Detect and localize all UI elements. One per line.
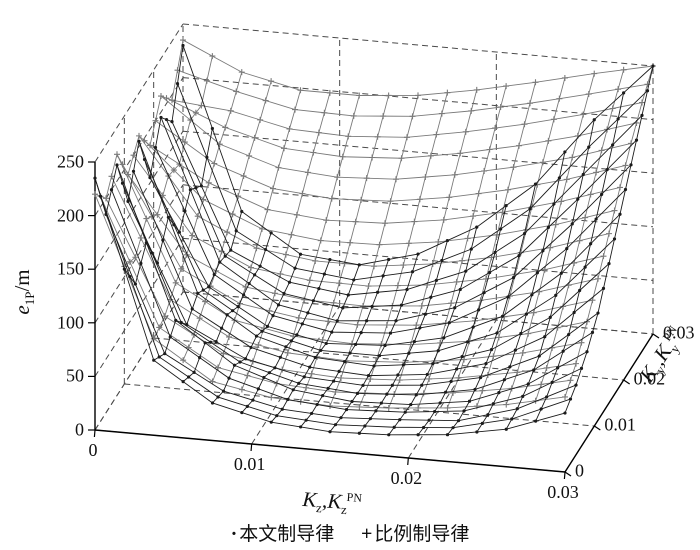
y-tick-label: 0.02 (633, 368, 666, 389)
y-tick-label: 0 (575, 460, 584, 481)
z-axis-unit: /m (9, 269, 34, 292)
dot-marker-icon: · (230, 523, 238, 545)
z-tick-label: 250 (57, 151, 84, 172)
x-tick-label: 0 (88, 440, 98, 460)
z-axis-label: e1P/m (10, 269, 38, 314)
x-tick-label: 0.03 (547, 482, 579, 502)
plus-marker-icon: + (361, 523, 373, 545)
x-axis-label: Kz,KzPN (301, 487, 363, 519)
z-axis-sub: 1P (22, 291, 38, 306)
legend-item-pn: + 比例制导律 (361, 523, 470, 545)
y-tick-label: 0.01 (604, 414, 636, 435)
z-tick-label: 50 (66, 365, 84, 386)
z-tick-label: 200 (57, 205, 84, 226)
z-tick-label: 0 (75, 419, 84, 440)
x-tick-label: 0.01 (233, 454, 266, 474)
legend-item-proposed: · 本文制导律 (230, 523, 335, 545)
legend: · 本文制导律 + 比例制导律 (0, 519, 700, 546)
z-axis-var: e (9, 305, 34, 315)
x-tick-label: 0.02 (390, 468, 423, 488)
legend-label-proposed: 本文制导律 (239, 524, 335, 545)
legend-label-pn: 比例制导律 (374, 524, 470, 545)
x-axis-sup2: PN (346, 489, 363, 505)
z-tick-label: 150 (57, 258, 84, 279)
x-axis-sub2: z (340, 501, 348, 518)
z-tick-label: 100 (57, 312, 84, 333)
y-tick-label: 0.03 (663, 322, 695, 343)
